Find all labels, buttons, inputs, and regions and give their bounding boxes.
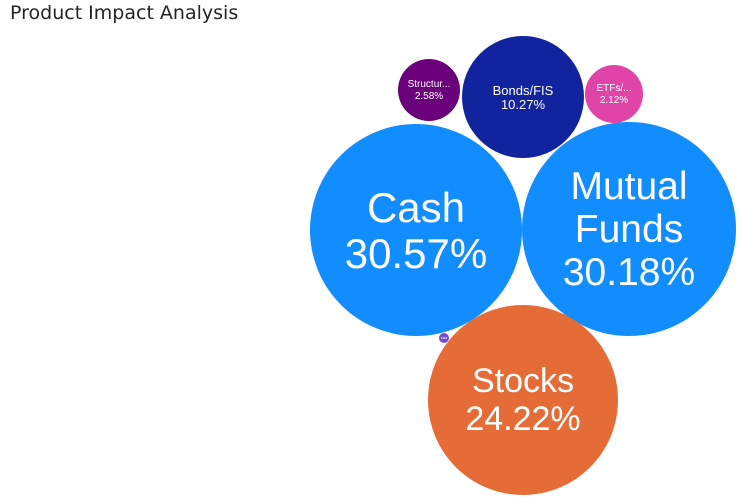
- bubble-name-bonds-fis: Bonds/FIS: [493, 83, 554, 98]
- bubble-label-stocks: Stocks 24.22%: [465, 362, 580, 438]
- bubble-label-etfs: ETFs/... 2.12%: [597, 83, 632, 106]
- bubble-value-cash: 30.57%: [345, 230, 487, 277]
- tiny-bubble-dot-2: [445, 337, 448, 339]
- bubble-label-structured: Structur... 2.58%: [408, 79, 451, 102]
- bubble-etfs[interactable]: [585, 65, 643, 123]
- chart-title: Product Impact Analysis: [10, 2, 239, 24]
- bubble-label-cash: Cash 30.57%: [345, 184, 487, 277]
- bubble-name-stocks: Stocks: [472, 362, 574, 400]
- bubble-name-structured: Structur...: [408, 79, 451, 90]
- tiny-bubble-dot-1: [443, 337, 445, 339]
- bubble-value-etfs: 2.12%: [600, 95, 628, 106]
- bubble-mutual-funds[interactable]: [522, 122, 736, 336]
- tiny-bubble-dot-0: [441, 337, 443, 339]
- bubble-name-cash: Cash: [367, 184, 465, 231]
- bubble-name-etfs: ETFs/...: [597, 83, 632, 94]
- bubble-label-bonds-fis: Bonds/FIS 10.27%: [493, 83, 554, 112]
- bubble-value-structured: 2.58%: [415, 91, 443, 102]
- bubble-bonds-fis[interactable]: [462, 36, 584, 158]
- bubble-value-stocks: 24.22%: [465, 400, 580, 438]
- bubble-stocks[interactable]: [428, 305, 618, 495]
- bubble-cash[interactable]: [310, 124, 522, 336]
- bubble-value-mutual-funds: 30.18%: [563, 251, 695, 294]
- bubble-label-mutual-funds: Mutual Funds 30.18%: [563, 165, 695, 294]
- bubble-structured[interactable]: [398, 59, 460, 121]
- bubble-name-mutual-funds: Mutual: [570, 165, 687, 208]
- bubble-name-mutual-funds: Funds: [575, 208, 683, 251]
- bubble-value-bonds-fis: 10.27%: [501, 97, 546, 112]
